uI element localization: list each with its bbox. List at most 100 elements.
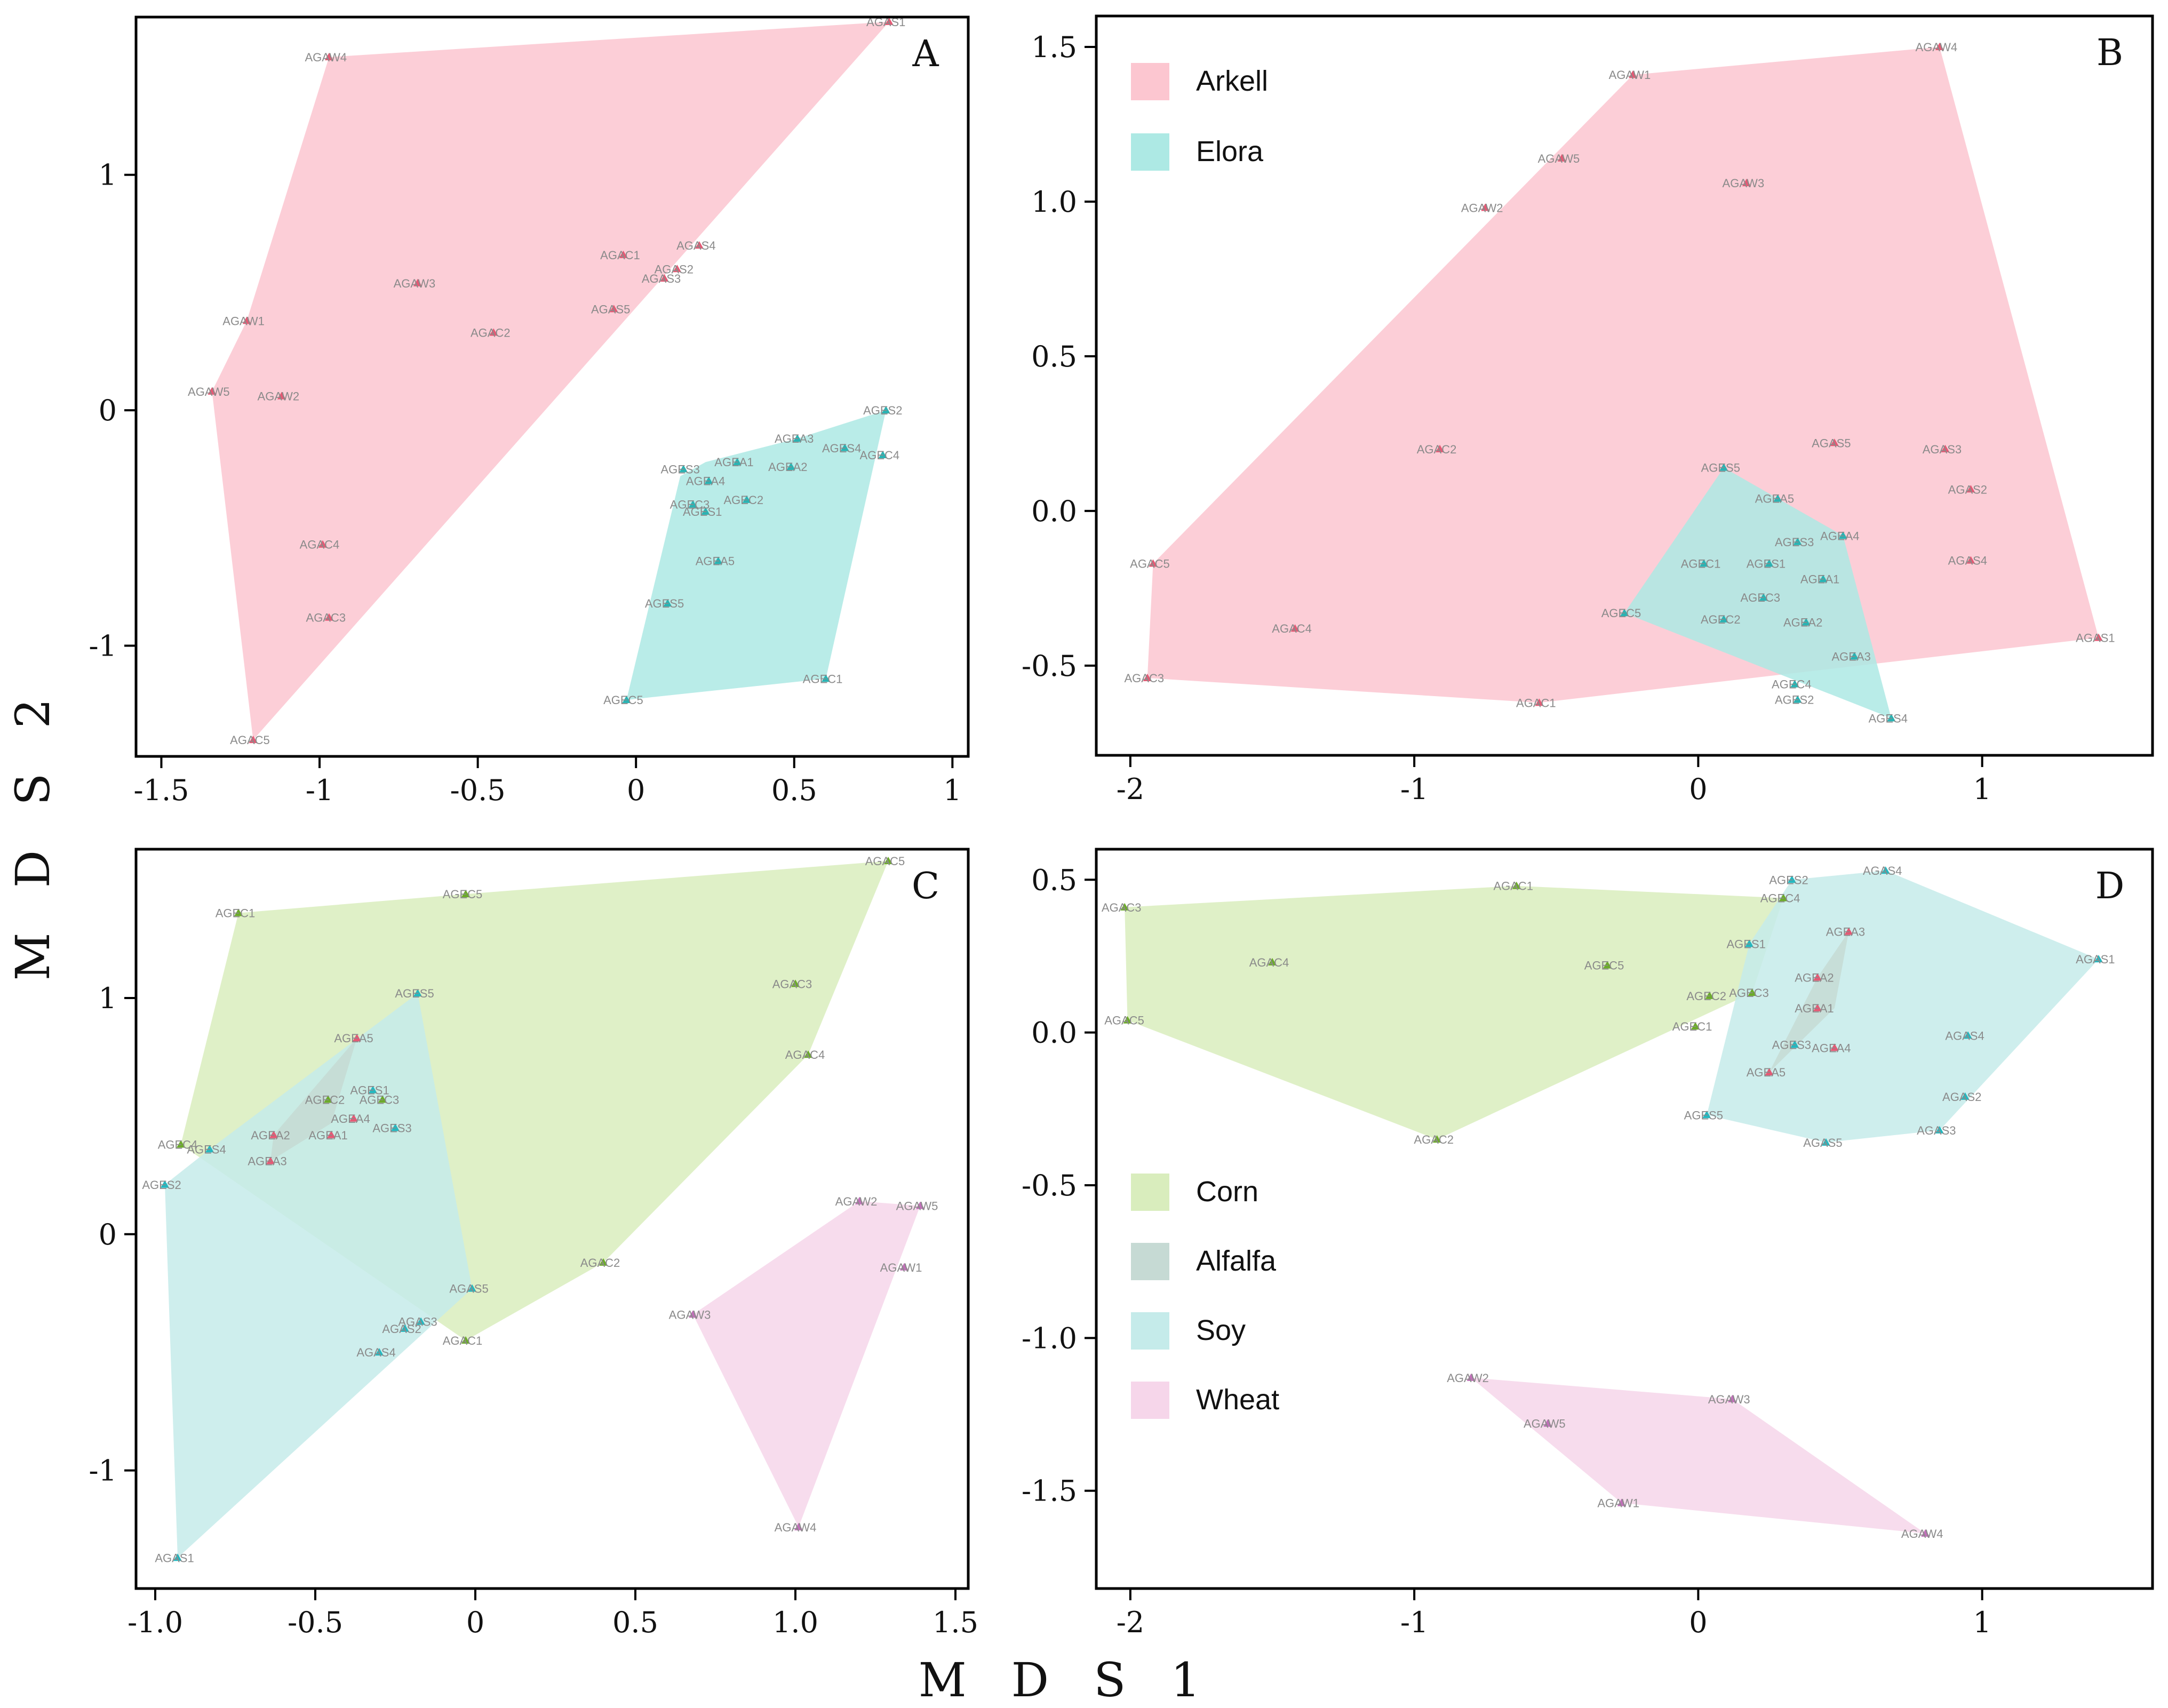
point-marker [1844,927,1853,935]
hull-alfalfa [270,1038,357,1161]
point-label: AGEA2 [1783,616,1822,629]
point-label: AGEC5 [443,888,483,901]
panel-letter: C [912,865,939,907]
x-tick-label: 0.5 [612,1606,658,1639]
point-label: AGES3 [372,1122,411,1135]
point-label: AGAW1 [1609,68,1651,82]
point-label: AGEC2 [305,1093,345,1106]
point-marker [714,556,723,564]
point-marker [1765,1068,1774,1076]
point-marker [881,406,890,414]
point-marker [266,1156,275,1164]
point-label: AGAC4 [785,1048,825,1061]
point-marker [1719,614,1728,622]
point-label: AGES1 [1747,557,1786,570]
x-tick-label: 0 [1689,1606,1707,1639]
point-label: AGEC1 [1672,1020,1712,1033]
point-label: AGAC3 [772,977,812,991]
point-label: AGAW5 [1524,1417,1566,1431]
point-marker [324,1095,332,1103]
point-marker [660,274,669,282]
y-tick-label: -1 [89,1454,117,1488]
point-label: AGES5 [1684,1108,1723,1122]
point-label: AGAS3 [642,272,681,285]
point-marker [318,540,327,548]
plot-area: AGAC3 AGAC1 AGAC4 AGEC5 AGEC2 AGEC1 AGAC5 AGAC2… [1102,864,2115,1541]
hull-elora [626,410,886,700]
point-label: AGAS4 [1948,554,1987,568]
point-label: AGEA3 [775,432,814,445]
hull-soy [165,993,472,1558]
point-marker [177,1140,185,1148]
y-tick-label: 0.5 [1031,340,1077,373]
y-tick-label: 1.0 [1031,185,1077,219]
y-tick-label: -0.5 [1022,649,1077,683]
point-marker [369,1086,377,1094]
point-marker [413,989,422,997]
x-tick-label: 0 [1689,772,1707,806]
point-marker [1941,444,1950,452]
point-label: AGAS3 [1917,1124,1956,1137]
point-marker [1748,988,1757,996]
point-marker [468,1284,476,1292]
x-tick-label: -1.5 [133,773,189,807]
point-label: AGEC4 [1760,892,1800,905]
x-axis-title: M D S 1 [919,1653,1216,1707]
point-marker [1702,1111,1711,1119]
point-marker [1773,494,1782,502]
point-marker [1628,70,1637,78]
point-label: AGEA2 [768,460,807,474]
y-tick-label: 0.5 [1031,863,1077,897]
legend-swatch-corn [1131,1174,1169,1211]
y-tick-label: 0 [99,394,117,427]
point-marker [161,1180,169,1188]
point-marker [1830,1043,1839,1051]
point-marker [1887,714,1896,722]
point-label: AGAC3 [306,611,346,625]
point-label: AGEA4 [1812,1041,1851,1055]
x-tick-label: 1 [1973,772,1991,806]
point-marker [242,316,251,324]
point-label: AGAC5 [230,733,270,747]
point-marker [391,1123,400,1131]
point-marker [401,1324,409,1332]
point-label: AGEA3 [1826,925,1865,939]
x-tick-label: 0 [466,1606,484,1639]
point-marker [609,305,618,313]
point-marker [489,328,498,336]
point-label: AGES5 [1701,461,1740,475]
point-marker [1719,463,1728,471]
point-marker [1705,991,1714,999]
point-label: AGAW4 [305,51,347,64]
x-tick-label: -2 [1117,772,1145,806]
point-label: AGES4 [187,1143,226,1156]
y-tick-label: -1.0 [1022,1321,1077,1355]
point-marker [173,1553,182,1561]
legend-swatch-soy [1131,1312,1169,1350]
panel-frame [1095,14,2154,757]
point-marker [349,1114,358,1122]
hull-wheat [693,1201,920,1527]
point-marker [205,1145,214,1153]
point-label: AGAC5 [1104,1014,1144,1027]
point-label: AGAC1 [1516,696,1556,709]
point-label: AGAS4 [1945,1029,1984,1042]
point-label: AGAW3 [394,277,436,290]
point-marker [786,462,795,470]
x-tick-label: -0.5 [450,773,506,807]
point-label: AGEC4 [158,1138,198,1152]
point-label: AGAS5 [1812,436,1851,450]
point-marker [1557,154,1566,162]
point-label: AGAC5 [865,855,905,868]
point-label: AGEA4 [331,1112,370,1126]
point-label: AGES3 [1775,536,1814,549]
point-marker [884,857,892,865]
point-marker [1788,875,1797,883]
point-marker [804,1050,812,1058]
point-label: AGES5 [645,597,684,610]
point-marker [413,278,422,286]
x-tick-label: 0 [627,773,645,807]
point-marker [1481,203,1490,211]
y-tick-label: 1 [99,158,117,192]
